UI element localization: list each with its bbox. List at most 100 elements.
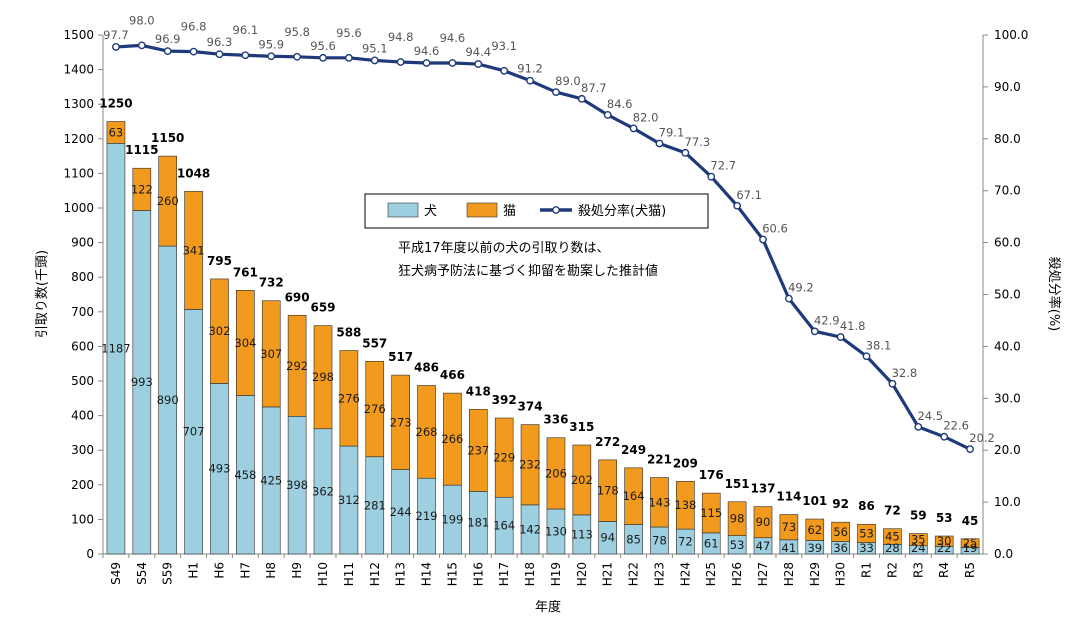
y-right-tick-label: 0.0 (994, 547, 1013, 561)
bar-total-label: 690 (285, 290, 310, 304)
bar-label-dog: 398 (286, 478, 308, 492)
bar-cat (624, 467, 643, 525)
y-tick-label: 1000 (63, 201, 94, 215)
bar-total-label: 209 (673, 456, 698, 470)
bar-total-label: 315 (569, 420, 594, 434)
bar-label-cat: 90 (756, 515, 771, 529)
x-tick-label: H19 (549, 562, 563, 586)
y-tick-label: 500 (71, 374, 94, 388)
rate-marker (707, 172, 716, 181)
rate-line-layer (112, 41, 974, 454)
y-tick-label: 1300 (63, 97, 94, 111)
x-tick-label: H26 (730, 562, 744, 586)
rate-marker (370, 56, 379, 65)
bar-label-dog: 78 (652, 534, 667, 548)
bar-cat (960, 538, 980, 548)
bar-label-dog: 36 (833, 541, 848, 555)
bar-cat (236, 290, 255, 396)
bar-total-label: 761 (233, 265, 258, 279)
rate-marker (759, 235, 767, 244)
bar-label-dog: 181 (467, 516, 489, 530)
x-tick-label: H16 (471, 562, 485, 586)
x-tick-label: H7 (238, 562, 252, 579)
y-tick-label: 900 (71, 236, 94, 250)
bar-cat (546, 437, 566, 510)
bar-label-dog: 362 (312, 484, 334, 498)
legend-label-dog: 犬 (424, 204, 437, 219)
bar-total-label: 176 (699, 468, 724, 482)
rate-marker (267, 52, 276, 61)
rate-label: 95.8 (284, 25, 310, 39)
x-tick-label: H14 (420, 562, 434, 586)
x-tick-label: H17 (497, 562, 511, 586)
bar-label-dog: 493 (208, 462, 230, 476)
bar-cat (443, 392, 462, 486)
y-right-tick-label: 40.0 (994, 339, 1021, 353)
bar-cat (883, 528, 902, 545)
bar-label-dog: 130 (545, 525, 567, 539)
bar-label-cat: 115 (700, 506, 722, 520)
y-tick-label: 1100 (63, 166, 94, 180)
rate-label: 84.6 (607, 97, 633, 111)
bar-label-cat: 298 (312, 370, 334, 384)
bar-label-dog: 53 (730, 538, 745, 552)
bar-label-dog: 890 (157, 393, 179, 407)
bar-label-cat: 229 (493, 451, 515, 465)
bar-total-label: 114 (776, 490, 801, 504)
bar-total-label: 486 (414, 360, 439, 374)
rate-marker (966, 445, 974, 454)
rate-label: 38.1 (866, 338, 892, 352)
y-right-tick-label: 30.0 (994, 391, 1021, 405)
bar-cat (701, 492, 721, 534)
x-tick-label: R5 (963, 562, 977, 578)
y-tick-label: 800 (71, 270, 94, 284)
y-tick-label: 1200 (63, 132, 94, 146)
y-right-tick-label: 50.0 (994, 288, 1021, 302)
bar-label-dog: 61 (704, 536, 719, 550)
x-tick-label: S59 (161, 562, 175, 585)
bar-cat (132, 167, 152, 211)
bar-label-cat: 143 (648, 495, 670, 509)
rate-label: 96.1 (233, 23, 259, 37)
rate-marker (112, 43, 120, 51)
bar-cat (365, 360, 385, 458)
legend-swatch-cat (466, 202, 498, 218)
rate-label: 96.8 (181, 20, 207, 34)
rate-label: 98.0 (129, 13, 155, 27)
y-axis-title: 引取り数(千頭) (35, 250, 50, 338)
bar-total-label: 1048 (177, 166, 210, 180)
rate-label: 24.5 (917, 409, 943, 423)
bar-label-cat: 45 (885, 530, 900, 544)
axes: 0 100 200 300 400 500 600 700 800 900 1000 1100 1200… (63, 28, 1028, 586)
rate-label: 97.7 (103, 28, 129, 42)
bar-label-cat: 232 (519, 458, 541, 472)
bar-total-label: 466 (440, 368, 465, 382)
rate-marker (862, 352, 871, 361)
bar-label-dog: 113 (571, 527, 593, 541)
bar-total-label: 53 (936, 511, 953, 525)
rate-marker (189, 47, 198, 56)
y-tick-label: 400 (71, 409, 94, 423)
bar-total-label: 151 (725, 477, 750, 491)
rate-marker (552, 88, 560, 96)
x-tick-label: S49 (109, 562, 123, 585)
bar-label-dog: 707 (183, 425, 205, 439)
rate-label: 79.1 (659, 125, 685, 139)
bar-cat (313, 325, 333, 430)
rate-marker (422, 59, 431, 67)
rate-marker (293, 52, 302, 61)
bar-cat (805, 518, 825, 541)
bar-label-cat: 292 (286, 359, 308, 373)
bar-cat (650, 477, 669, 528)
bar-label-cat: 53 (859, 526, 874, 540)
x-tick-label: H22 (627, 562, 641, 586)
rate-marker (137, 41, 146, 50)
bar-label-dog: 244 (390, 505, 412, 519)
x-axis-title: 年度 (535, 599, 561, 615)
x-tick-label: H24 (678, 562, 692, 586)
bar-label-cat: 30 (937, 534, 952, 548)
x-tick-label: R3 (911, 562, 925, 578)
bar-label-cat: 266 (441, 432, 463, 446)
legend-box (364, 193, 709, 229)
bar-label-cat: 276 (364, 402, 386, 416)
